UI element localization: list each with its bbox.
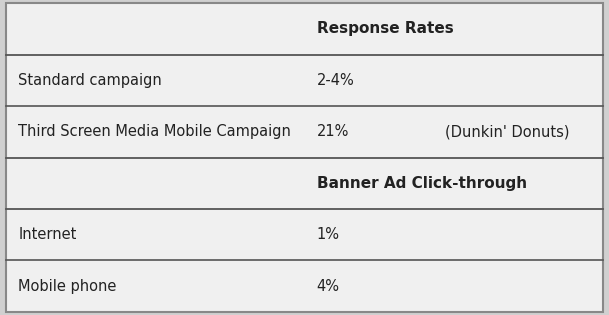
Text: 2-4%: 2-4% (317, 73, 354, 88)
Text: Third Screen Media Mobile Campaign: Third Screen Media Mobile Campaign (18, 124, 291, 139)
Text: Response Rates: Response Rates (317, 21, 454, 36)
Text: (Dunkin' Donuts): (Dunkin' Donuts) (445, 124, 569, 139)
FancyBboxPatch shape (6, 3, 603, 312)
Text: Standard campaign: Standard campaign (18, 73, 162, 88)
Text: 4%: 4% (317, 279, 340, 294)
Text: 21%: 21% (317, 124, 349, 139)
Text: Banner Ad Click-through: Banner Ad Click-through (317, 176, 527, 191)
Text: Mobile phone: Mobile phone (18, 279, 117, 294)
Text: Internet: Internet (18, 227, 77, 242)
Text: 1%: 1% (317, 227, 340, 242)
